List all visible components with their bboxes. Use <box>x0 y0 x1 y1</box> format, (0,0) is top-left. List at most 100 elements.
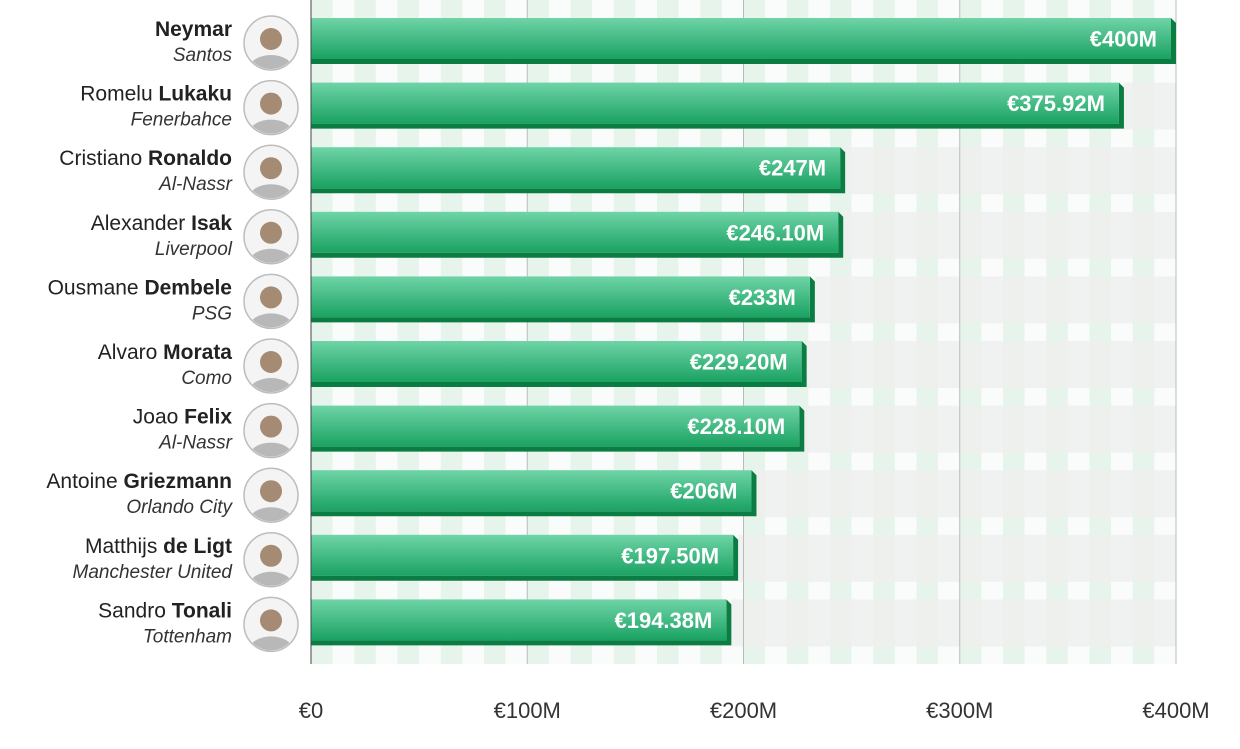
player-name: Antoine Griezmann <box>46 470 232 493</box>
data-label: €400M <box>1090 27 1157 52</box>
avatar-head <box>260 221 282 244</box>
bar <box>311 82 1119 124</box>
avatar-shoulders <box>249 313 293 328</box>
player-row: Joao Felix Al-Nassr <box>133 402 299 459</box>
bar-de-ligt: €197.50M <box>311 534 739 581</box>
data-label: €375.92M <box>1007 91 1105 116</box>
bar <box>311 276 810 318</box>
avatar-photo <box>245 340 297 392</box>
avatar-shoulders <box>249 636 293 651</box>
player-row: Antoine Griezmann Orlando City <box>46 467 299 523</box>
player-name: Matthijs de Ligt <box>85 535 232 558</box>
data-label: €247M <box>759 156 826 181</box>
player-photo-icon <box>243 338 299 394</box>
avatar-photo <box>245 598 297 651</box>
player-name: Alexander Isak <box>91 212 233 235</box>
bar-ronaldo: €247M <box>311 147 846 194</box>
avatar-photo <box>245 404 297 457</box>
row-strip <box>756 470 1176 518</box>
bar-edge <box>311 341 807 387</box>
row-strip <box>814 276 1176 324</box>
x-tick-label: €400M <box>1142 698 1209 723</box>
player-club: Tottenham <box>143 626 232 647</box>
bar <box>311 18 1171 59</box>
row-strip <box>845 147 1176 195</box>
player-photo-icon <box>243 209 299 265</box>
bar <box>311 470 752 512</box>
bar-edge <box>311 18 1176 64</box>
player-first-name: Joao <box>133 406 184 429</box>
player-club: Al-Nassr <box>158 174 233 195</box>
player-row: Romelu Lukaku Fenerbahce <box>80 79 299 136</box>
player-club: Orlando City <box>126 497 233 518</box>
player-name: Joao Felix <box>133 406 233 429</box>
avatar-head <box>260 415 282 438</box>
player-club: Al-Nassr <box>158 433 233 454</box>
row-strip <box>806 341 1176 388</box>
bar-lukaku: €375.92M <box>311 82 1124 129</box>
bar <box>311 211 839 253</box>
bar-tonali: €194.38M <box>311 599 732 646</box>
player-name: Ousmane Dembele <box>48 276 232 299</box>
player-row: Alvaro Morata Como <box>98 338 299 394</box>
player-club: Como <box>181 368 232 389</box>
player-club: Fenerbahce <box>131 110 232 131</box>
avatar-shoulders <box>249 119 293 134</box>
player-photo-icon <box>243 467 299 523</box>
player-photo-icon <box>243 273 299 330</box>
player-name: Cristiano Ronaldo <box>59 147 232 170</box>
bar-felix: €228.10M <box>311 405 805 452</box>
avatar-photo <box>245 146 297 199</box>
player-club: Manchester United <box>73 562 234 583</box>
avatar-shoulders <box>249 442 293 457</box>
bar-edge <box>311 82 1124 129</box>
bar <box>311 147 841 189</box>
player-first-name: Cristiano <box>59 147 148 170</box>
player-club: Liverpool <box>155 239 233 260</box>
data-label: €233M <box>729 285 796 310</box>
bar-edge <box>311 211 844 258</box>
player-last-name: Tonali <box>172 599 232 622</box>
data-label: €197.50M <box>621 543 719 568</box>
player-last-name: Dembele <box>144 276 232 299</box>
avatar-shoulders <box>249 507 293 522</box>
bar-edge <box>311 276 815 323</box>
x-tick-label: €300M <box>926 698 993 723</box>
bar-edge <box>311 405 805 452</box>
avatar-head <box>260 92 282 115</box>
player-photo-icon <box>243 144 299 200</box>
player-photo-icon <box>243 402 299 459</box>
player-name: Sandro Tonali <box>98 599 232 622</box>
player-name: Neymar <box>155 18 232 41</box>
avatar-shoulders <box>249 184 293 199</box>
data-label: €194.38M <box>614 608 712 633</box>
bar-griezmann: €206M <box>311 470 757 517</box>
player-name: Romelu Lukaku <box>80 83 232 106</box>
bar <box>311 599 727 641</box>
avatar-photo <box>245 17 297 69</box>
player-name: Alvaro Morata <box>98 341 233 364</box>
player-row: Alexander Isak Liverpool <box>91 209 299 265</box>
player-photo-icon <box>243 532 299 588</box>
avatar-head <box>260 480 282 503</box>
bar-isak: €246.10M <box>311 211 844 258</box>
bar-edge <box>311 599 732 646</box>
avatar-head <box>260 544 282 567</box>
bar-edge <box>311 470 757 517</box>
avatar-head <box>260 351 282 373</box>
bar-morata: €229.20M <box>311 341 807 387</box>
avatar-photo <box>245 533 297 586</box>
data-label: €228.10M <box>687 414 785 439</box>
player-last-name: Ronaldo <box>148 147 232 170</box>
avatar-photo <box>245 469 297 522</box>
avatar-shoulders <box>249 55 293 69</box>
player-first-name: Romelu <box>80 83 158 106</box>
player-row: Neymar Santos <box>155 15 299 71</box>
data-label: €246.10M <box>726 220 824 245</box>
bar <box>311 341 802 382</box>
x-tick-label: €200M <box>710 698 777 723</box>
bar-edge <box>311 534 739 581</box>
avatar-head <box>260 157 282 180</box>
avatar-shoulders <box>249 571 293 586</box>
player-last-name: Neymar <box>155 18 232 41</box>
